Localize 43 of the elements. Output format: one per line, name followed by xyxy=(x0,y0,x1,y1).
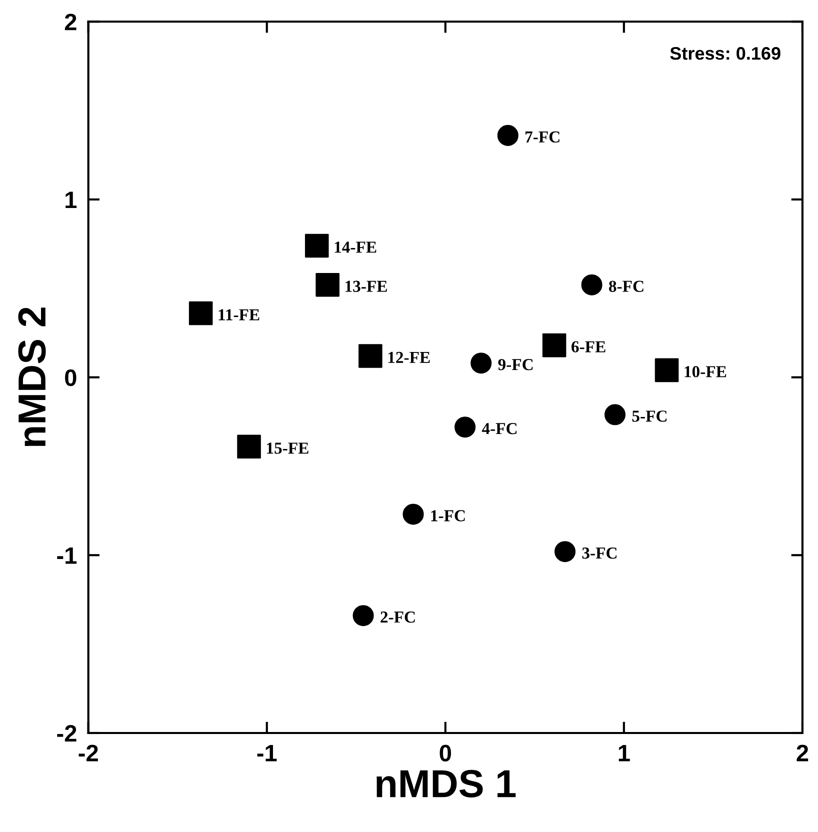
annotation: 13-FE xyxy=(346,280,387,292)
annotation: 3-FC xyxy=(582,548,617,559)
point xyxy=(402,504,424,525)
annotation: 11-FE xyxy=(218,309,260,320)
point xyxy=(581,274,602,296)
x-tick-label: -2 xyxy=(78,744,98,762)
y-axis-title: nMDS 2 xyxy=(18,308,46,446)
x-tick-label: 1 xyxy=(618,744,630,762)
point xyxy=(316,272,340,297)
annotation: 15-FE xyxy=(267,442,308,454)
y-tick-label: -1 xyxy=(57,547,77,564)
point xyxy=(304,234,329,258)
annotation: 2-FC xyxy=(380,612,415,623)
point xyxy=(358,344,382,368)
annotation: 8-FC xyxy=(609,280,644,292)
annotation: 12-FE xyxy=(388,352,430,363)
annotation: 6-FE xyxy=(572,341,606,352)
point xyxy=(470,352,492,374)
x-axis-title: nMDS 1 xyxy=(376,770,516,798)
x-tick-label: 2 xyxy=(796,744,808,762)
y-tick-label: 0 xyxy=(65,369,76,386)
point xyxy=(352,605,374,626)
y-tick-label: 2 xyxy=(64,14,76,30)
annotation: Stress: 0.169 xyxy=(670,47,780,60)
annotation: 10-FE xyxy=(684,366,726,378)
annotation: 7-FC xyxy=(526,131,560,143)
x-tick-label: -1 xyxy=(257,744,277,762)
point xyxy=(454,416,476,438)
annotation: 1-FC xyxy=(431,510,465,522)
x-tick-label: 0 xyxy=(440,744,451,762)
annotation: 5-FC xyxy=(632,410,666,422)
point xyxy=(542,333,566,358)
point xyxy=(654,358,679,382)
point xyxy=(237,434,261,459)
point xyxy=(604,404,626,426)
annotation: 9-FC xyxy=(498,358,533,370)
point xyxy=(554,541,576,562)
point xyxy=(188,301,213,326)
point xyxy=(497,124,518,146)
annotation: 4-FC xyxy=(482,423,517,434)
annotation: 14-FE xyxy=(334,242,376,253)
y-tick-label: 1 xyxy=(66,192,77,208)
y-tick-label: -2 xyxy=(57,725,76,742)
